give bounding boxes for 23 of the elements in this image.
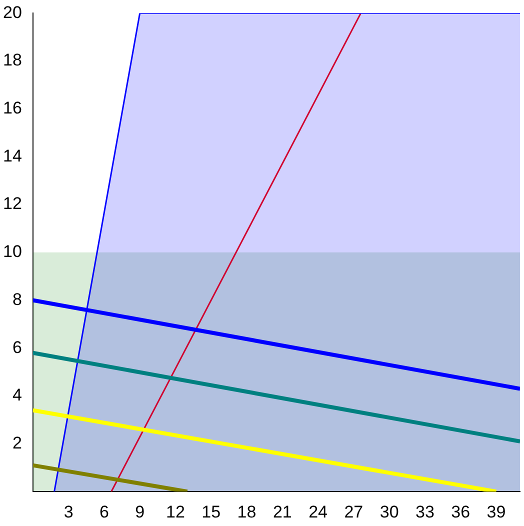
y-tick-label: 20 [2, 2, 22, 22]
x-tick-label: 33 [415, 502, 434, 522]
x-tick-label: 30 [380, 502, 399, 522]
y-tick-label: 2 [12, 433, 22, 452]
y-tick-label: 10 [2, 242, 22, 262]
x-tick-label: 3 [64, 502, 74, 522]
y-tick-label: 18 [2, 50, 22, 70]
y-tick-label: 8 [12, 290, 22, 309]
x-tick-label: 9 [135, 502, 145, 522]
x-tick-label: 18 [237, 502, 256, 522]
y-tick-label: 12 [2, 194, 22, 214]
y-tick-label: 14 [2, 146, 22, 166]
x-tick-label: 27 [344, 502, 364, 522]
x-tick-label: 21 [272, 502, 292, 522]
x-tick-label: 24 [308, 502, 328, 522]
y-tick-label: 6 [12, 338, 22, 357]
x-tick-label: 36 [451, 502, 470, 522]
x-tick-label: 12 [166, 502, 185, 522]
y-tick-label: 16 [2, 98, 22, 118]
x-tick-label: 39 [486, 502, 506, 522]
x-tick-label: 6 [99, 502, 109, 522]
y-tick-label: 4 [12, 386, 22, 405]
x-tick-label: 15 [202, 502, 221, 522]
